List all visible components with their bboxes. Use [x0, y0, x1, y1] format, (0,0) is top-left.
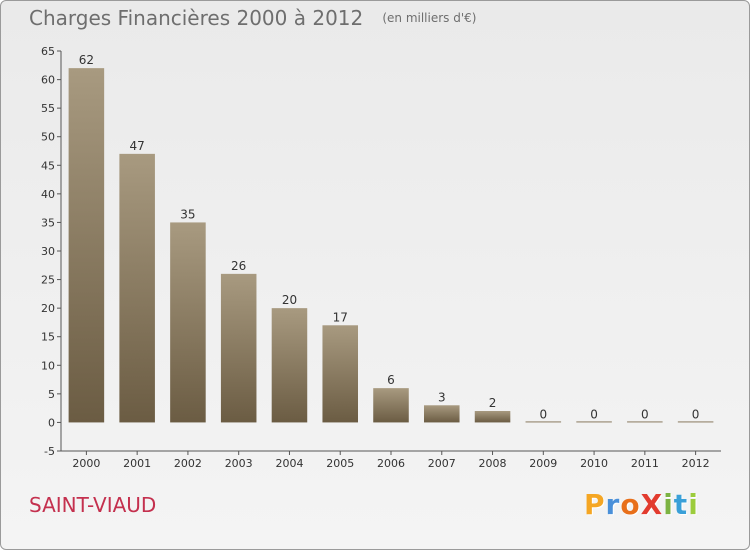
x-tick-label-2008: 2008	[479, 457, 507, 470]
logo-letter: i	[663, 488, 674, 521]
bar-2005	[322, 325, 358, 423]
bar-2011	[627, 421, 663, 423]
y-tick-label: 40	[41, 188, 55, 201]
y-tick-label: 60	[41, 74, 55, 87]
data-label-2008: 2	[489, 396, 497, 410]
y-tick-label: 30	[41, 245, 55, 258]
x-tick-label-2002: 2002	[174, 457, 202, 470]
y-tick-label: 0	[48, 416, 55, 429]
y-tick-label: -5	[44, 445, 55, 458]
x-tick-label-2012: 2012	[682, 457, 710, 470]
title-row: Charges Financières 2000 à 2012 (en mill…	[29, 6, 476, 30]
logo-letter: X	[640, 488, 664, 521]
y-tick-label: 5	[48, 388, 55, 401]
logo-letter: i	[688, 488, 699, 521]
bar-2006	[373, 388, 409, 423]
bar-2012	[677, 421, 714, 423]
x-tick-label-2009: 2009	[529, 457, 557, 470]
chart-title: Charges Financières 2000 à 2012	[29, 6, 364, 30]
y-tick-label: 35	[41, 216, 55, 229]
logo-letter: r	[605, 488, 621, 521]
x-tick-label-2010: 2010	[580, 457, 608, 470]
logo-letter: t	[673, 488, 689, 521]
bar-2010	[576, 421, 612, 423]
data-label-2006: 6	[387, 373, 395, 387]
x-tick-label-2000: 2000	[72, 457, 100, 470]
bar-2009	[525, 421, 562, 423]
proxiti-logo[interactable]: ProXiti	[584, 488, 699, 521]
y-tick-label: 25	[41, 274, 55, 287]
logo-letter: o	[620, 488, 641, 521]
y-tick-label: 20	[41, 302, 55, 315]
data-label-2007: 3	[438, 390, 446, 404]
data-label-2011: 0	[641, 407, 649, 421]
y-tick-label: 15	[41, 331, 55, 344]
data-label-2001: 47	[130, 139, 145, 153]
bar-2008	[474, 411, 511, 423]
data-label-2003: 26	[231, 259, 246, 273]
data-label-2009: 0	[539, 407, 547, 421]
data-label-2005: 17	[333, 310, 348, 324]
bar-2000	[68, 68, 105, 423]
x-tick-label-2007: 2007	[428, 457, 456, 470]
bar-2002	[170, 222, 206, 423]
x-tick-label-2001: 2001	[123, 457, 151, 470]
y-tick-label: 50	[41, 131, 55, 144]
bar-2007	[424, 405, 460, 423]
bar-2001	[119, 153, 155, 423]
commune-name: SAINT-VIAUD	[29, 493, 157, 517]
data-label-2000: 62	[79, 53, 94, 67]
x-tick-label-2005: 2005	[326, 457, 354, 470]
logo-letter: P	[584, 488, 606, 521]
bar-2003	[220, 273, 257, 423]
x-tick-label-2004: 2004	[275, 457, 303, 470]
y-tick-label: 65	[41, 45, 55, 58]
bar-2004	[271, 308, 308, 423]
data-label-2004: 20	[282, 293, 297, 307]
x-tick-label-2003: 2003	[225, 457, 253, 470]
data-label-2002: 35	[180, 207, 195, 221]
chart-unit: (en milliers d'€)	[382, 11, 477, 25]
x-tick-label-2006: 2006	[377, 457, 405, 470]
data-label-2010: 0	[590, 407, 598, 421]
y-tick-label: 55	[41, 102, 55, 115]
y-tick-label: 45	[41, 159, 55, 172]
y-tick-label: 10	[41, 359, 55, 372]
data-label-2012: 0	[692, 407, 700, 421]
x-tick-label-2011: 2011	[631, 457, 659, 470]
